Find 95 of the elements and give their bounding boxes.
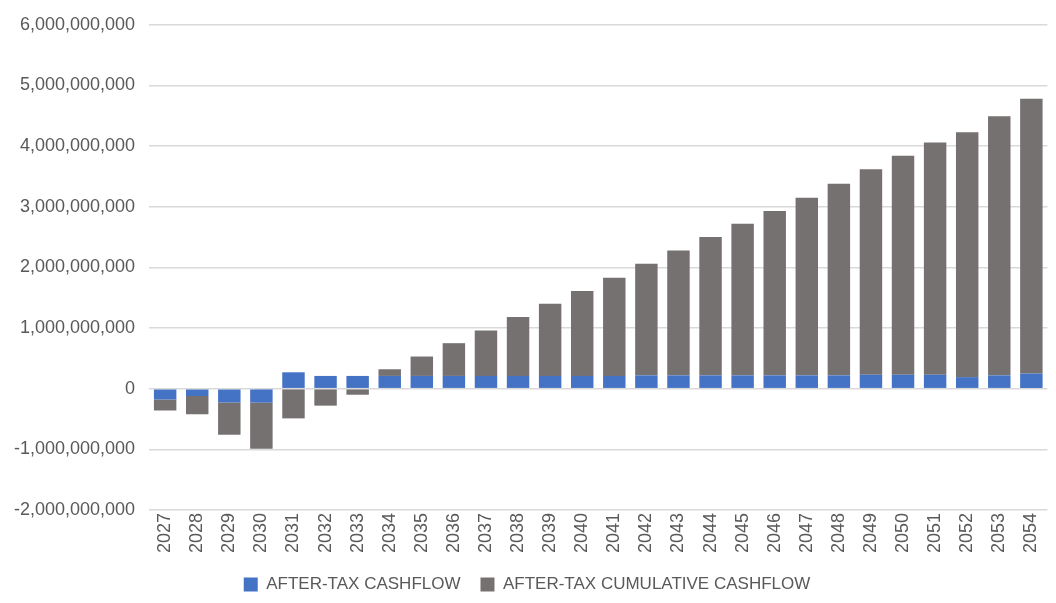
y-tick-label: 6,000,000,000 [19,13,136,34]
bar [955,132,979,378]
bar [795,375,819,388]
bar [250,402,273,449]
x-tick-label: 2033 [346,512,367,553]
bar [346,375,369,388]
bar [731,223,754,376]
bar [153,389,177,400]
bar [667,250,690,376]
bar [635,375,658,388]
bar [186,389,209,396]
x-tick-label: 2040 [571,512,592,553]
bar [378,369,401,376]
y-tick-label: 4,000,000,000 [19,135,136,156]
x-tick-label: 2028 [186,512,207,553]
bar [153,399,177,411]
bar [282,372,305,388]
y-tick-label: 3,000,000,000 [19,195,136,216]
bar [763,210,786,376]
bar [635,263,658,376]
legend-label: AFTER-TAX CUMULATIVE CASHFLOW [502,574,811,594]
bar [988,116,1011,376]
x-tick-label: 2036 [442,512,463,553]
bar [955,377,979,388]
bar [763,375,786,388]
y-tick-label: 0 [125,377,136,398]
bar [859,169,883,375]
bar [442,375,466,388]
y-tick-label: 2,000,000,000 [19,256,136,277]
y-tick-label: -1,000,000,000 [14,438,136,459]
bar [346,389,369,395]
bar [474,375,498,388]
bar [314,389,337,406]
y-tick-label: -2,000,000,000 [14,498,136,519]
x-tick-label: 2045 [731,512,752,553]
bar [218,402,241,435]
bar [218,389,241,403]
x-tick-label: 2042 [635,512,656,553]
bar [410,356,434,376]
bar [250,389,273,403]
bar [891,155,915,375]
bar [827,375,851,388]
x-tick-label: 2041 [603,512,624,553]
bar [667,375,690,388]
bar [988,375,1011,388]
bar [699,375,722,388]
x-tick-label: 2037 [474,512,495,553]
x-tick-label: 2048 [827,512,848,553]
x-tick-label: 2049 [859,512,880,553]
bar [538,303,562,376]
bar [923,142,947,375]
x-tick-label: 2027 [154,512,175,553]
bar [314,375,337,388]
bar [378,375,401,388]
bar [699,237,722,376]
x-tick-label: 2051 [924,512,945,553]
bar [923,374,947,388]
bar [570,375,594,388]
x-tick-label: 2035 [410,512,431,553]
bar [1020,373,1043,388]
x-tick-label: 2054 [1020,512,1041,553]
bar [603,277,626,376]
bar [603,375,626,388]
bar [506,375,530,388]
x-tick-label: 2044 [699,512,720,553]
y-tick-label: 5,000,000,000 [19,74,136,95]
legend-label: AFTER-TAX CASHFLOW [266,574,461,594]
x-tick-label: 2052 [956,512,977,553]
x-tick-label: 2053 [988,512,1009,553]
x-tick-label: 2046 [763,512,784,553]
bar [570,291,594,376]
bar [1020,98,1043,374]
x-tick-label: 2032 [314,512,335,553]
bar [859,374,883,388]
x-tick-label: 2050 [892,512,912,553]
bar [891,374,915,388]
x-tick-label: 2039 [539,512,560,553]
x-tick-label: 2031 [282,512,303,553]
y-tick-label: 1,000,000,000 [19,316,136,337]
bar [827,183,851,376]
bar [442,343,466,376]
bar [538,375,562,388]
bar [410,375,434,388]
bar [795,197,819,376]
x-tick-label: 2043 [667,512,688,553]
bar [282,389,305,419]
bar [186,395,209,415]
bar [731,375,754,388]
bar [506,317,530,376]
bar [474,330,498,376]
x-tick-label: 2038 [507,512,528,553]
x-tick-label: 2030 [250,512,271,553]
x-tick-label: 2047 [795,512,816,553]
x-tick-label: 2034 [378,512,399,553]
x-tick-label: 2029 [218,512,239,553]
